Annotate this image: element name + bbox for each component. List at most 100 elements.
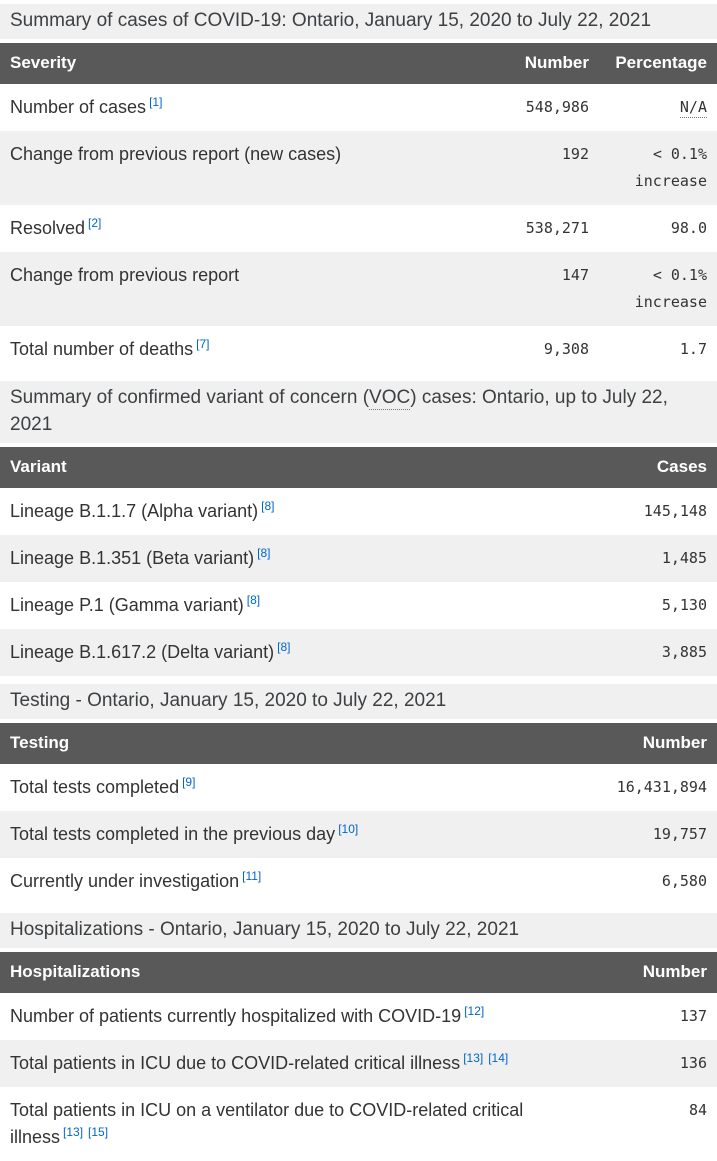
footnote-link[interactable]: [7]	[196, 336, 210, 351]
footnote-link[interactable]: [12]	[464, 1003, 485, 1018]
footnote-link[interactable]: [8]	[246, 592, 261, 607]
table-row: Total tests completed [9] 16,431,894	[0, 764, 717, 811]
footnote-link[interactable]: [8]	[261, 498, 275, 513]
variants-summary-caption: Summary of confirmed variant of concern …	[0, 380, 717, 443]
caption-text: Summary of confirmed variant of concern …	[10, 386, 370, 408]
caption-text: Hospitalizations - Ontario, January 15, …	[10, 918, 520, 940]
row-number: 538,271	[525, 218, 589, 237]
table-row: Number of cases [1] 548,986 N/A	[0, 84, 717, 131]
table-row: Number of patients currently hospitalize…	[0, 993, 717, 1040]
row-percentage: < 0.1% increase	[634, 265, 707, 311]
table-row: Total number of deaths [7] 9,308 1.7	[0, 326, 717, 373]
voc-abbreviation[interactable]: VOC	[369, 386, 411, 410]
footnote-link[interactable]: [10]	[338, 821, 359, 836]
row-percentage: 1.7	[679, 339, 707, 358]
footnote-link[interactable]: [8]	[277, 639, 291, 654]
footnote-link[interactable]: [2]	[88, 215, 102, 230]
footnote-ref: [15]	[88, 1125, 108, 1139]
row-label-cell: Total patients in ICU on a ventilator du…	[0, 1087, 577, 1161]
table-row: Lineage B.1.617.2 (Delta variant) [8] 3,88…	[0, 628, 717, 676]
row-label-cell: Number of cases [1]	[0, 84, 469, 131]
row-number: 548,986	[525, 97, 589, 116]
row-percentage-cell: < 0.1% increase	[599, 131, 717, 205]
row-number: 84	[688, 1100, 707, 1119]
row-label-cell: Lineage B.1.351 (Beta variant) [8]	[0, 535, 577, 582]
row-label-cell: Change from previous report	[0, 252, 469, 326]
row-number: 3,885	[661, 642, 707, 661]
footnote-ref: [1]	[149, 95, 162, 109]
footnote-link[interactable]: [9]	[182, 774, 196, 789]
footnote-link[interactable]: [13]	[463, 1050, 484, 1065]
row-label-cell: Resolved [2]	[0, 205, 469, 252]
row-number: 137	[679, 1006, 707, 1025]
row-percentage-cell: N/A	[599, 84, 717, 131]
row-number: 6,580	[661, 871, 707, 890]
row-label: Number of patients currently hospitalize…	[10, 1005, 462, 1026]
footnote-ref: [10]	[338, 822, 358, 836]
footnote-link[interactable]: [13]	[63, 1124, 84, 1139]
row-label: Total patients in ICU on a ventilator du…	[10, 1099, 524, 1147]
header-row: Variant Cases	[0, 446, 717, 488]
caption-text: Testing - Ontario, January 15, 2020 to J…	[10, 689, 447, 711]
footnote-link[interactable]: [1]	[149, 94, 163, 109]
row-label-cell: Change from previous report (new cases)	[0, 131, 469, 205]
hospitalizations-caption: Hospitalizations - Ontario, January 15, …	[0, 912, 717, 948]
footnote-link[interactable]: [11]	[242, 868, 262, 883]
row-number-cell: 84	[577, 1087, 717, 1161]
footnote-ref: [12]	[464, 1004, 484, 1018]
row-number-cell: 147	[469, 252, 599, 326]
table-row: Currently under investigation [11] 6,580	[0, 858, 717, 905]
table-row: Lineage P.1 (Gamma variant) [8] 5,130	[0, 582, 717, 629]
row-number-cell: 136	[577, 1040, 717, 1087]
row-label-cell: Total number of deaths [7]	[0, 326, 469, 373]
column-header-variant: Variant	[0, 446, 577, 488]
column-header-number: Number	[469, 42, 599, 84]
table-row: Change from previous report (new cases) 1…	[0, 130, 717, 205]
footnote-ref: [8]	[247, 593, 260, 607]
column-header-severity: Severity	[0, 42, 469, 84]
row-number-cell: 16,431,894	[577, 764, 717, 811]
footnote-link[interactable]: [15]	[88, 1124, 109, 1139]
row-number-cell: 538,271	[469, 205, 599, 252]
row-number: 16,431,894	[616, 777, 707, 796]
footnote-ref: [8]	[261, 499, 274, 513]
hospitalizations-table: Hospitalizations Number Number of patients…	[0, 951, 717, 1161]
row-label-cell: Total tests completed in the previous da…	[0, 811, 577, 858]
row-percentage-cell: 1.7	[599, 326, 717, 373]
row-label-cell: Currently under investigation [11]	[0, 858, 577, 905]
row-label: Total number of deaths	[10, 338, 194, 359]
footnote-link[interactable]: [8]	[257, 545, 271, 560]
row-label: Number of cases	[10, 96, 147, 117]
row-percentage-cell: 98.0	[599, 205, 717, 252]
column-header-cases: Cases	[577, 446, 717, 488]
header-row: Severity Number Percentage	[0, 42, 717, 84]
variants-summary-table: Variant Cases Lineage B.1.1.7 (Alpha varia…	[0, 446, 717, 676]
row-label: Resolved	[10, 217, 86, 238]
row-label: Change from previous report (new cases)	[10, 143, 342, 164]
footnote-link[interactable]: [14]	[488, 1050, 509, 1065]
footnote-ref: [2]	[88, 216, 101, 230]
footnote-ref: [9]	[182, 775, 195, 789]
row-number-cell: 3,885	[577, 629, 717, 676]
row-number: 147	[561, 265, 589, 284]
n-a-abbreviation[interactable]: N/A	[679, 97, 707, 118]
row-number: 19,757	[652, 824, 707, 843]
column-header-testing: Testing	[0, 722, 577, 764]
row-label-cell: Lineage B.1.1.7 (Alpha variant) [8]	[0, 488, 577, 535]
cases-summary-table: Severity Number Percentage Number of cases[…	[0, 42, 717, 373]
testing-section: Testing - Ontario, January 15, 2020 to J…	[0, 683, 717, 905]
row-number-cell: 9,308	[469, 326, 599, 373]
hospitalizations-section: Hospitalizations - Ontario, January 15, …	[0, 912, 717, 1161]
row-number: 145,148	[643, 501, 707, 520]
row-number: 1,485	[661, 548, 707, 567]
row-number: 5,130	[661, 595, 707, 614]
row-label: Change from previous report	[10, 264, 240, 285]
row-label: Lineage P.1 (Gamma variant)	[10, 594, 244, 615]
table-row: Lineage B.1.1.7 (Alpha variant) [8] 145,14…	[0, 488, 717, 535]
table-row: Resolved [2] 538,271 98.0	[0, 205, 717, 252]
table-row: Change from previous report 147 < 0.1% inc…	[0, 251, 717, 326]
row-number-cell: 137	[577, 993, 717, 1040]
footnote-ref: [13]	[463, 1051, 483, 1065]
variants-summary-section: Summary of confirmed variant of concern …	[0, 380, 717, 676]
row-number-cell: 6,580	[577, 858, 717, 905]
